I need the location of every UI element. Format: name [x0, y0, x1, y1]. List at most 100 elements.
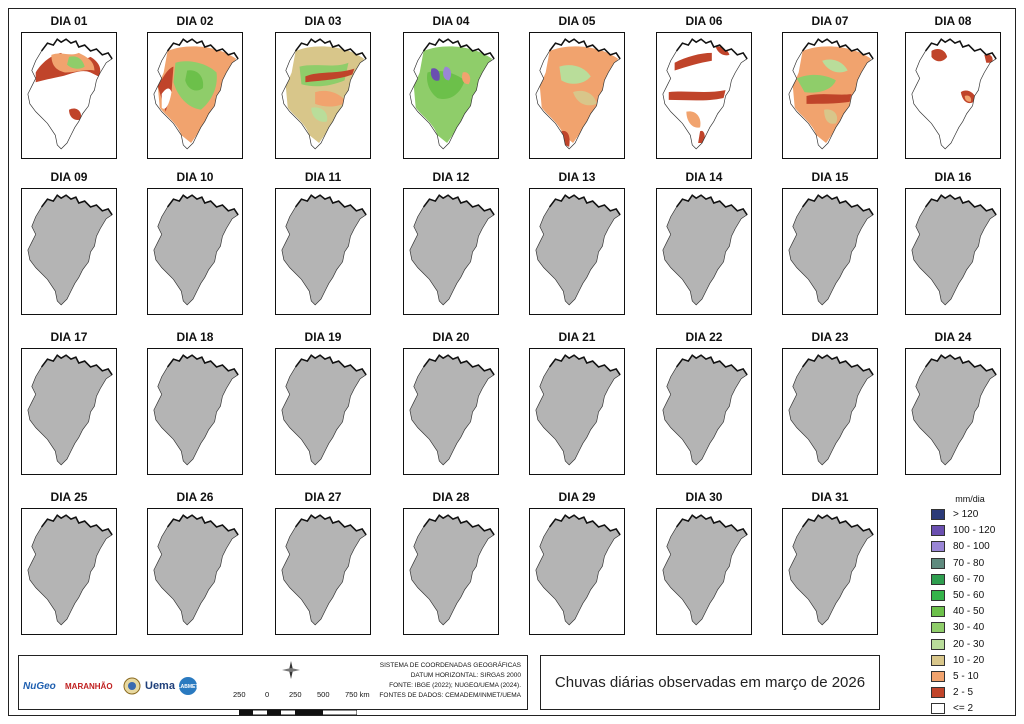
day-label: DIA 28 — [432, 490, 470, 504]
rainfall-region — [69, 108, 82, 120]
state-map — [27, 38, 113, 150]
day-map-panel — [529, 32, 625, 159]
state-map — [153, 514, 239, 626]
coastline — [166, 194, 239, 216]
day-label: DIA 01 — [50, 14, 88, 28]
state-map — [409, 354, 495, 466]
state-map — [788, 514, 874, 626]
rainfall-region — [311, 107, 328, 122]
day-map-panel — [905, 188, 1001, 315]
legend-label: 10 - 20 — [953, 654, 985, 666]
labmet-logo: LABMET — [177, 676, 199, 696]
legend-item: 60 - 70 — [931, 573, 1013, 587]
day-map-panel — [21, 188, 117, 315]
coastline — [801, 38, 874, 60]
day-map-panel — [782, 32, 878, 159]
coastline — [924, 354, 997, 376]
coastline — [422, 38, 495, 60]
day-map-panel — [403, 32, 499, 159]
day-label: DIA 11 — [304, 170, 342, 184]
legend-swatch — [931, 687, 945, 699]
state-region-empty — [911, 195, 997, 305]
state-map — [409, 194, 495, 306]
state-region-empty — [409, 195, 495, 305]
legend-label: 2 - 5 — [953, 687, 974, 699]
coastline — [675, 354, 748, 376]
source-line: FONTE: IBGE (2022); NUGEO/UEMA (2024). — [389, 682, 521, 689]
day-map-panel — [21, 348, 117, 475]
state-region-empty — [281, 515, 367, 625]
legend-label: 100 - 120 — [953, 525, 996, 537]
info-box: NuGeo MARANHÃO Uema LABMET 250 0 250 500… — [18, 655, 528, 716]
legend-swatch — [931, 622, 945, 634]
state-map — [535, 514, 621, 626]
legend-label: 30 - 40 — [953, 622, 985, 634]
rainfall-region — [674, 52, 712, 71]
coastline — [801, 194, 874, 216]
day-label: DIA 30 — [685, 490, 723, 504]
day-label: DIA 20 — [432, 330, 470, 344]
coastline — [675, 194, 748, 216]
day-map-panel — [782, 188, 878, 315]
legend-item: 5 - 10 — [931, 670, 1013, 684]
day-label: DIA 24 — [934, 330, 972, 344]
legend-label: 5 - 10 — [953, 671, 979, 682]
state-map — [27, 194, 113, 306]
day-map-panel — [782, 508, 878, 635]
legend: mm/dia > 120 100 - 120 80 - 100 70 - 80 60 -… — [928, 494, 1013, 715]
day-map-panel — [782, 348, 878, 475]
legend-swatch — [931, 557, 945, 569]
day-label: DIA 06 — [685, 14, 723, 28]
title-box: Chuvas diárias observadas em março de 20… — [540, 655, 880, 710]
legend-item: 40 - 50 — [931, 605, 1013, 619]
rainfall-region — [686, 111, 701, 128]
state-region-empty — [281, 195, 367, 305]
state-map — [535, 194, 621, 306]
legend-label: 70 - 80 — [953, 557, 985, 569]
state-map — [281, 38, 367, 150]
state-map — [281, 514, 367, 626]
coastline — [801, 354, 874, 376]
coastline — [40, 194, 113, 216]
legend-label: <= 2 — [953, 703, 974, 715]
day-label: DIA 26 — [176, 490, 214, 504]
day-map-panel — [905, 348, 1001, 475]
day-map-panel — [905, 32, 1001, 159]
day-map-panel — [529, 508, 625, 635]
legend-title: mm/dia — [955, 494, 985, 504]
state-map — [662, 514, 748, 626]
svg-text:LABMET: LABMET — [178, 684, 199, 690]
day-label: DIA 13 — [558, 170, 596, 184]
map-title: Chuvas diárias observadas em março de 20… — [554, 674, 866, 691]
state-map — [281, 354, 367, 466]
day-label: DIA 17 — [50, 330, 88, 344]
day-label: DIA 19 — [304, 330, 342, 344]
legend-swatch — [931, 654, 945, 666]
coastline — [924, 194, 997, 216]
day-label: DIA 07 — [811, 14, 849, 28]
day-label: DIA 03 — [304, 14, 342, 28]
rainfall-region — [698, 130, 705, 143]
seal-icon — [123, 676, 141, 696]
state-region-empty — [27, 195, 113, 305]
state-map — [788, 194, 874, 306]
day-label: DIA 25 — [50, 490, 88, 504]
rainfall-region — [443, 66, 452, 81]
coastline — [422, 514, 495, 536]
coastline — [548, 194, 621, 216]
day-label: DIA 10 — [176, 170, 214, 184]
scale-label: 0 — [265, 690, 270, 699]
day-label: DIA 21 — [558, 330, 596, 344]
nugeo-logo: NuGeo — [23, 680, 56, 692]
coastline — [924, 38, 997, 60]
state-map — [153, 354, 239, 466]
state-region-empty — [409, 515, 495, 625]
coastline — [294, 38, 367, 60]
rainfall-region — [806, 94, 852, 104]
state-region-empty — [409, 355, 495, 465]
source-line: SISTEMA DE COORDENADAS GEOGRÁFICAS — [379, 662, 521, 669]
scale-label: 500 — [317, 690, 330, 699]
state-map — [153, 194, 239, 306]
coastline — [166, 514, 239, 536]
rainfall-region — [715, 46, 730, 56]
